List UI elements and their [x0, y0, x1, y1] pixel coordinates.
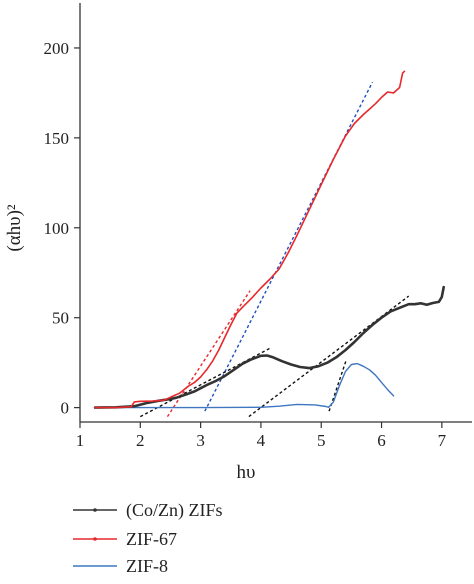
legend-marker [93, 537, 97, 541]
series-line [94, 362, 395, 409]
legend-label: ZIF-8 [126, 556, 168, 576]
fit-lines [139, 81, 410, 418]
y-ticks: 0 50 100 150 200 [44, 39, 80, 418]
legend: (Co/Zn) ZIFs ZIF-67 ZIF-8 [73, 500, 223, 576]
series-line [93, 285, 446, 409]
series-line [94, 70, 406, 409]
x-tick-label: 6 [377, 431, 386, 450]
x-tick-label: 5 [317, 431, 326, 450]
x-tick-label: 1 [76, 431, 85, 450]
axes: 0 50 100 150 200 1 2 3 4 5 6 7 [44, 3, 472, 450]
legend-marker [93, 508, 97, 512]
series-layer [93, 70, 446, 409]
y-axis-title: (αhυ)² [4, 204, 25, 252]
x-axis-title: hυ [237, 462, 256, 483]
fit-line [204, 81, 374, 412]
legend-label: ZIF-67 [126, 529, 177, 549]
y-tick-label: 0 [61, 399, 70, 418]
y-tick-label: 200 [44, 39, 70, 58]
x-tick-label: 4 [257, 431, 266, 450]
y-tick-label: 50 [52, 309, 69, 328]
y-tick-label: 150 [44, 129, 70, 148]
x-ticks: 1 2 3 4 5 6 7 [76, 422, 447, 450]
fit-line [328, 358, 348, 412]
x-tick-label: 3 [196, 431, 205, 450]
x-tick-label: 2 [136, 431, 145, 450]
x-tick-label: 7 [438, 431, 447, 450]
y-tick-label: 100 [44, 219, 70, 238]
legend-label: (Co/Zn) ZIFs [126, 500, 223, 521]
